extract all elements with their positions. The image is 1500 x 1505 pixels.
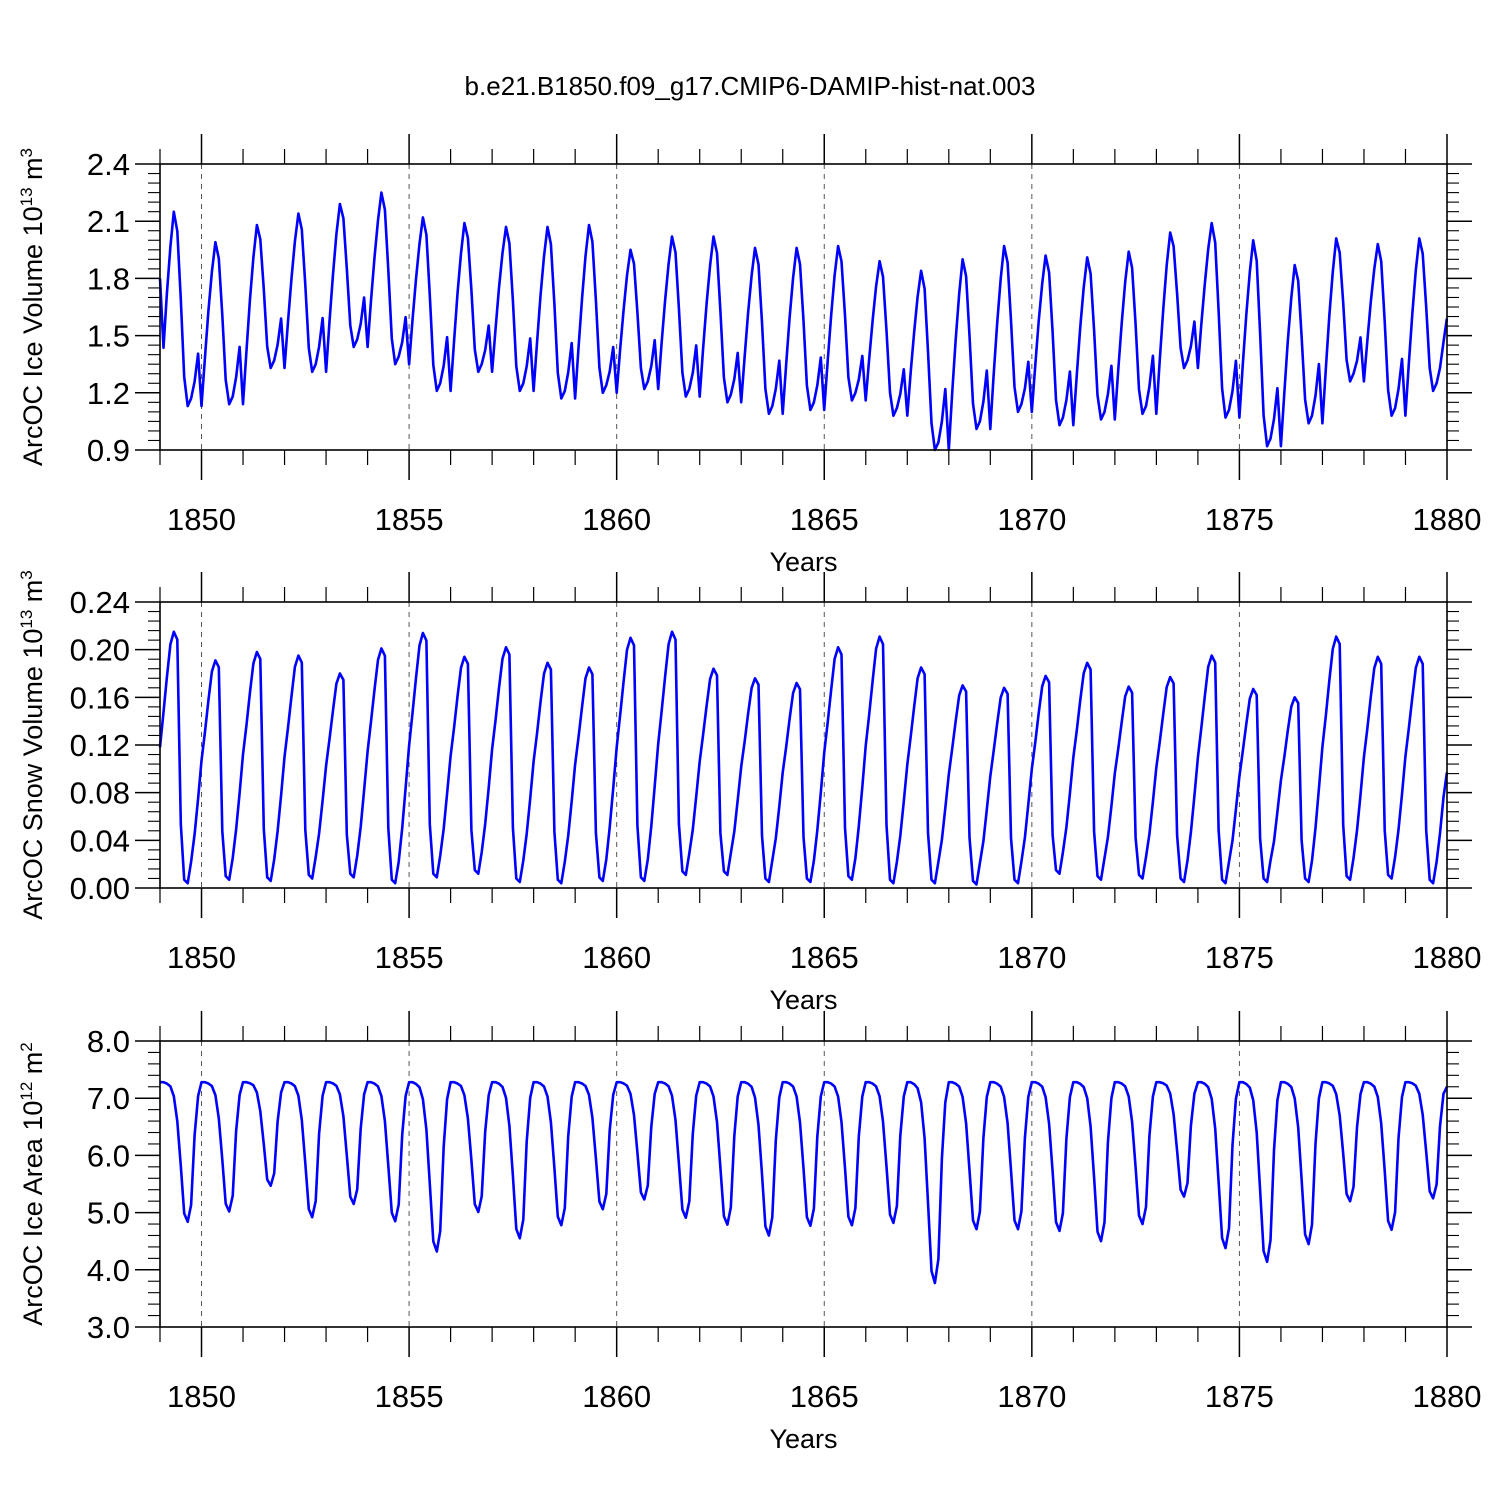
panel-ice-volume: 1850 1855 1860 1865 1870 1875 1880 0.9 1.2 1.5 1.8… [17, 134, 1481, 577]
x-tick-label: 1865 [790, 940, 859, 975]
x-tick-label: 1875 [1205, 502, 1274, 537]
x-tick-label: 1855 [375, 502, 444, 537]
y-tick-label: 0.20 [70, 633, 130, 668]
y-axis-title: ArcOC Snow Volume 1013 m3 [17, 570, 48, 920]
x-tick-label: 1855 [375, 1379, 444, 1414]
series-line-ice-area [160, 1080, 1449, 1285]
plot-frame [159, 1040, 1448, 1328]
x-tick-label: 1850 [167, 502, 236, 537]
y-tick-label: 0.08 [70, 776, 130, 811]
y-tick-label: 8.0 [87, 1024, 130, 1059]
y-tick-label: 0.00 [70, 871, 130, 906]
y-tick-label: 0.16 [70, 680, 130, 715]
x-tick-label: 1855 [375, 940, 444, 975]
y-axis-title: ArcOC Ice Area 1012 m2 [17, 1042, 48, 1326]
x-tick-label: 1865 [790, 502, 859, 537]
y-tick-label: 1.5 [87, 319, 130, 354]
x-tick-label: 1865 [790, 1379, 859, 1414]
y-tick-label: 0.12 [70, 728, 130, 763]
x-tick-label: 1850 [167, 1379, 236, 1414]
x-tick-label: 1880 [1413, 502, 1482, 537]
y-tick-label: 0.04 [70, 823, 130, 858]
y-tick-label: 2.1 [87, 204, 130, 239]
x-axis-title: Years [769, 985, 837, 1015]
x-tick-label: 1875 [1205, 1379, 1274, 1414]
panel-snow-volume: 1850 1855 1860 1865 1870 1875 1880 0.00 0.04 0.08… [17, 570, 1481, 1015]
x-tick-label: 1860 [582, 502, 651, 537]
x-axis-title: Years [769, 1424, 837, 1454]
x-tick-label: 1880 [1413, 1379, 1482, 1414]
y-tick-label: 3.0 [87, 1310, 130, 1345]
x-tick-label: 1870 [997, 1379, 1066, 1414]
series-line-ice-volume [158, 191, 1449, 452]
x-tick-label: 1870 [997, 502, 1066, 537]
panel-ice-area: 1850 1855 1860 1865 1870 1875 1880 3.0 4.0 5.0 6.0… [17, 1011, 1481, 1454]
y-tick-label: 4.0 [87, 1253, 130, 1288]
y-tick-label: 2.4 [87, 147, 130, 182]
y-tick-label: 5.0 [87, 1196, 130, 1231]
x-tick-label: 1860 [582, 1379, 651, 1414]
series-line-snow-volume [158, 630, 1449, 886]
y-tick-label: 0.24 [70, 585, 130, 620]
x-tick-label: 1870 [997, 940, 1066, 975]
y-axis-title: ArcOC Ice Volume 1013 m3 [17, 148, 48, 466]
x-tick-label: 1875 [1205, 940, 1274, 975]
chart-title: b.e21.B1850.f09_g17.CMIP6-DAMIP-hist-nat… [465, 71, 1036, 101]
y-tick-label: 1.2 [87, 376, 130, 411]
y-tick-label: 0.9 [87, 433, 130, 468]
x-tick-label: 1880 [1413, 940, 1482, 975]
x-axis-title: Years [769, 547, 837, 577]
y-tick-label: 6.0 [87, 1138, 130, 1173]
y-tick-label: 7.0 [87, 1081, 130, 1116]
y-tick-label: 1.8 [87, 261, 130, 296]
x-tick-label: 1860 [582, 940, 651, 975]
x-tick-label: 1850 [167, 940, 236, 975]
